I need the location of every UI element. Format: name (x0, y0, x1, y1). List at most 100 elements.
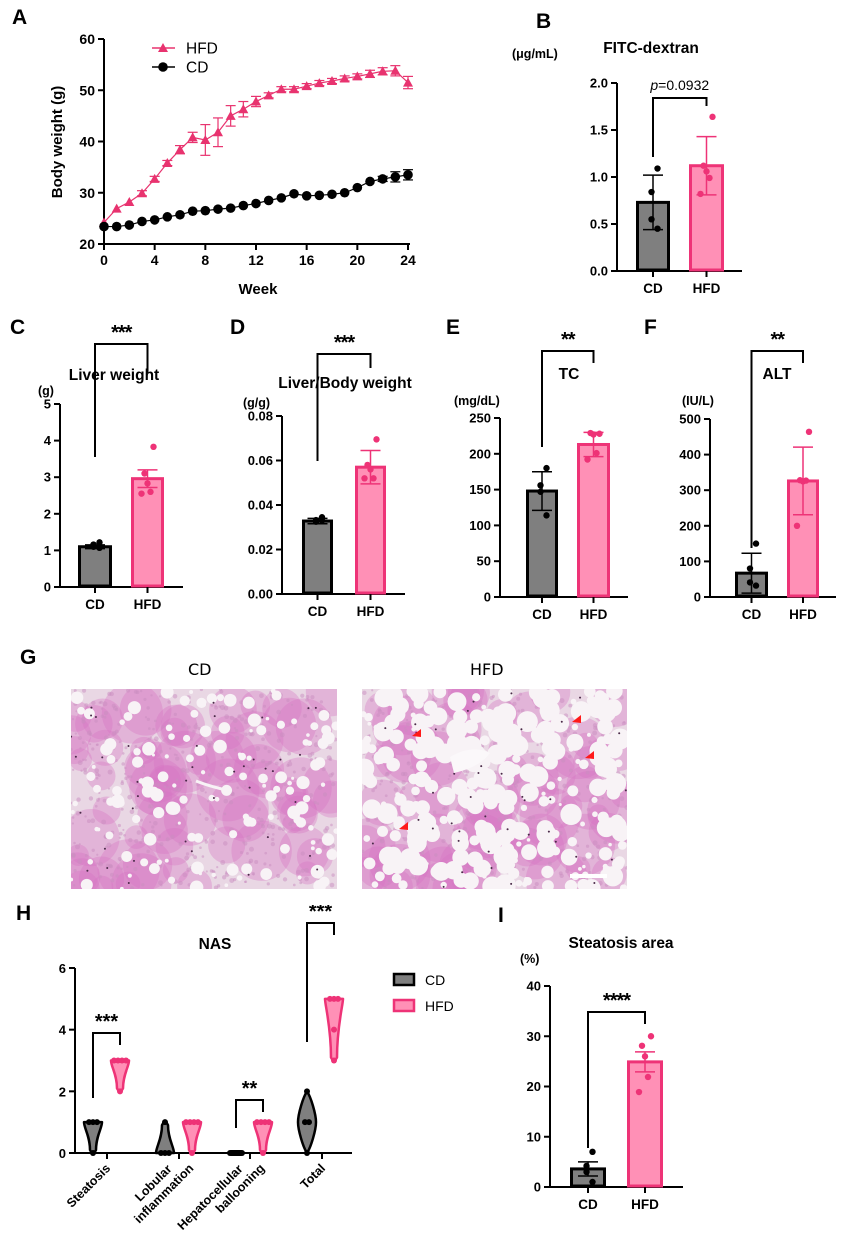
cell-texture (73, 868, 77, 873)
nucleus (458, 830, 461, 833)
lipid-droplet (123, 712, 133, 721)
nucleus (71, 735, 73, 738)
data-point (593, 449, 600, 457)
cell-texture (122, 828, 125, 831)
lipid-droplet (577, 867, 582, 871)
lipid-droplet (498, 760, 517, 780)
cell-texture (462, 869, 466, 872)
lipid-droplet (306, 733, 310, 737)
tissue-region (71, 809, 120, 867)
lipid-droplet (119, 886, 124, 889)
lipid-droplet (156, 859, 162, 865)
cell-texture (305, 698, 309, 702)
data-marker-triangle (352, 71, 363, 81)
lipid-droplet (560, 803, 582, 826)
cell-texture (520, 708, 525, 713)
cell-texture (79, 747, 82, 750)
lipid-droplet (412, 742, 430, 760)
lipid-droplet (521, 881, 528, 887)
nucleus (195, 744, 198, 747)
lipid-droplet (71, 877, 74, 882)
x-tick-label: HFD (357, 604, 385, 619)
data-marker-circle (251, 198, 261, 209)
nucleus (618, 732, 621, 735)
cell-texture (478, 700, 483, 705)
nucleus (279, 758, 282, 761)
cell-texture (616, 804, 620, 807)
lipid-droplet (172, 783, 177, 788)
cell-texture (404, 729, 408, 733)
cell-texture (300, 851, 305, 856)
cell-texture (261, 737, 265, 742)
data-point (96, 539, 103, 546)
lipid-droplet (310, 840, 316, 845)
cell-texture (513, 783, 518, 788)
data-marker-circle (289, 188, 299, 199)
cell-texture (126, 689, 131, 693)
y-tick-label: 1 (44, 543, 51, 558)
data-point (144, 480, 151, 487)
lipid-droplet (393, 711, 402, 720)
nucleus (185, 779, 188, 782)
cell-texture (434, 699, 438, 703)
cell-texture (96, 798, 100, 802)
cell-texture (362, 690, 367, 696)
cell-texture (406, 722, 410, 727)
nucleus (94, 716, 97, 719)
ballooning-arrow-icon (399, 822, 408, 830)
panel-label-g: G (20, 646, 37, 669)
lipid-droplet (606, 689, 623, 700)
data-marker-triangle (238, 104, 249, 114)
data-marker-circle (175, 209, 185, 220)
data-marker-circle (225, 203, 236, 213)
lipid-droplet (539, 700, 560, 721)
cell-texture (331, 782, 336, 787)
lipid-droplet (451, 778, 468, 795)
nucleus (384, 727, 387, 730)
lipid-droplet (461, 872, 479, 889)
lipid-droplet (481, 704, 487, 710)
cell-texture (107, 787, 111, 790)
cell-texture (466, 830, 470, 834)
cell-texture (233, 727, 237, 730)
lipid-droplet (478, 835, 482, 839)
lipid-droplet (397, 702, 407, 712)
lipid-droplet (609, 728, 627, 750)
y-tick-label: 0 (534, 1180, 541, 1195)
cell-texture (143, 772, 146, 775)
lipid-droplet (106, 797, 115, 806)
lipid-droplet (256, 725, 267, 736)
legend-label: CD (425, 972, 445, 988)
lipid-droplet (452, 740, 463, 751)
cell-texture (585, 770, 590, 775)
nucleus (431, 827, 434, 830)
cell-texture (222, 875, 227, 880)
lipid-droplet (602, 863, 608, 869)
cell-texture (276, 873, 281, 878)
cell-texture (383, 886, 387, 889)
steatosis-area-bar-chart: Steatosis area (%) 0 10 20 30 40 CD HFD **** (520, 935, 683, 1212)
lipid-droplet (520, 783, 539, 802)
cell-texture (121, 752, 125, 755)
lipid-droplet (91, 764, 96, 769)
cell-texture (282, 877, 288, 882)
lipid-droplet (617, 840, 627, 850)
lipid-droplet (297, 875, 302, 880)
data-point (752, 540, 760, 547)
cell-texture (490, 870, 494, 875)
cell-texture (228, 800, 234, 805)
cell-texture (371, 788, 375, 793)
cell-texture (81, 741, 85, 744)
nucleus (294, 800, 297, 803)
cell-texture (538, 856, 542, 860)
nucleus (252, 758, 255, 761)
y-axis-label: Body weight (g) (49, 86, 66, 199)
cell-texture (283, 818, 286, 821)
lipid-droplet (143, 833, 157, 846)
legend-swatch-hfd (392, 998, 416, 1013)
y-axis-unit: (μg/mL) (512, 47, 558, 61)
cell-texture (477, 704, 481, 708)
x-tick-label: 0 (100, 252, 108, 268)
tissue-region (124, 825, 149, 850)
significance-stars: **** (603, 990, 631, 1012)
